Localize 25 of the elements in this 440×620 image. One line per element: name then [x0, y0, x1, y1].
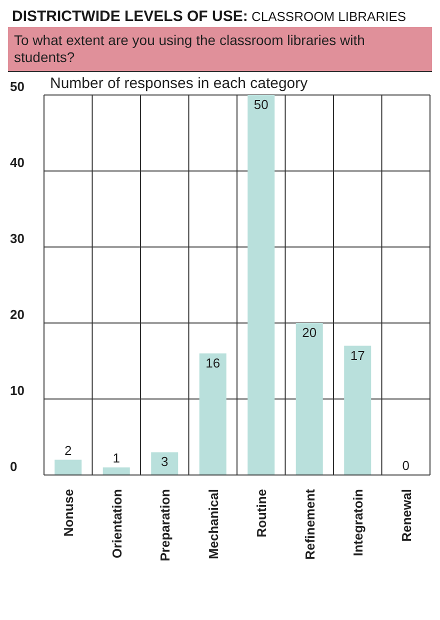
data-label: 50 — [254, 97, 268, 112]
data-label: 2 — [64, 442, 72, 458]
y-tick-label: 50 — [10, 79, 24, 94]
y-tick-label: 10 — [10, 383, 24, 398]
data-label: 1 — [112, 450, 120, 466]
data-label: 20 — [302, 325, 317, 340]
y-tick-label: 30 — [10, 231, 24, 246]
y-tick-label: 0 — [10, 459, 18, 474]
x-tick-label: Orientation — [109, 488, 124, 558]
data-label: 0 — [402, 458, 410, 473]
y-tick-label: 20 — [10, 307, 24, 322]
x-tick-label: Renewal — [398, 489, 414, 542]
chart-title: DISTRICTWIDE LEVELS OF USE: CLASSROOM LIBRARIES — [12, 8, 406, 25]
x-tick-label: Integratoin — [350, 488, 366, 556]
data-label: 17 — [350, 348, 365, 363]
x-tick-label: Refinement — [302, 488, 318, 560]
x-tick-label: Nonuse — [61, 489, 76, 537]
data-label: 3 — [161, 454, 168, 470]
y-tick-label: 40 — [10, 155, 24, 170]
x-tick-label: Routine — [254, 489, 270, 538]
data-label: 16 — [206, 355, 220, 370]
chart-subtitle: To what extent are you using the classroom libraries with students? — [8, 27, 432, 72]
x-tick-label: Preparation — [158, 488, 173, 562]
x-tick-label: Mechanical — [206, 489, 221, 560]
y-axis-title: Number of responses in each category — [50, 75, 308, 92]
